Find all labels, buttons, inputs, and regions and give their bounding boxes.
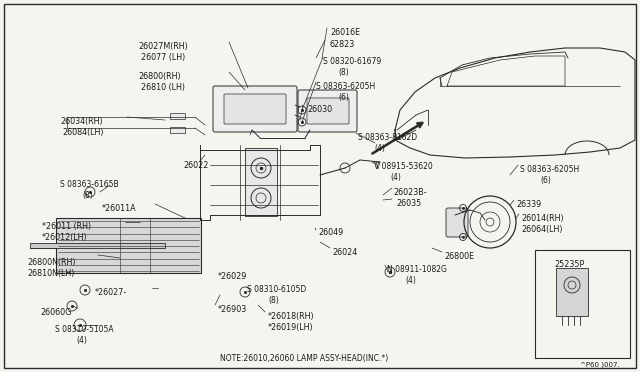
Text: *26018(RH): *26018(RH) [268,312,315,321]
Text: 26014(RH): 26014(RH) [521,214,564,223]
FancyBboxPatch shape [307,98,349,124]
Text: S 08363-6165B: S 08363-6165B [60,180,118,189]
Text: ^P60 )007.: ^P60 )007. [580,362,620,369]
Text: 26030: 26030 [307,105,332,114]
Text: *26903: *26903 [218,305,247,314]
Text: S 08320-61679: S 08320-61679 [323,57,381,66]
Text: (8): (8) [338,68,349,77]
Text: 25235P: 25235P [554,260,584,269]
Text: (4): (4) [76,336,87,345]
Text: *26029: *26029 [218,272,248,281]
Text: S 08363-6205H: S 08363-6205H [520,165,579,174]
Text: 26800N(RH): 26800N(RH) [27,258,76,267]
Text: NOTE:26010,26060 LAMP ASSY-HEAD(INC.*): NOTE:26010,26060 LAMP ASSY-HEAD(INC.*) [220,354,388,363]
Text: 26800E: 26800E [444,252,474,261]
Text: *26011A: *26011A [102,204,136,213]
Text: S 08363-6205H: S 08363-6205H [316,82,375,91]
Text: 26084(LH): 26084(LH) [62,128,104,137]
Text: 26022: 26022 [183,161,209,170]
FancyBboxPatch shape [446,208,468,237]
Text: 26035: 26035 [396,199,421,208]
Text: *26019(LH): *26019(LH) [268,323,314,332]
FancyBboxPatch shape [213,86,297,132]
Text: *26027-: *26027- [95,288,127,297]
FancyBboxPatch shape [298,90,357,132]
Bar [535,250,630,358]
Text: (4): (4) [390,173,401,182]
Text: 26034(RH): 26034(RH) [60,117,102,126]
Text: 26810 (LH): 26810 (LH) [141,83,185,92]
Text: 26023B-: 26023B- [393,188,427,197]
Bar [170,127,185,133]
Text: *26012(LH): *26012(LH) [42,233,88,242]
Text: 26339: 26339 [516,200,541,209]
Text: 26016E: 26016E [330,28,360,37]
Text: 26049: 26049 [318,228,343,237]
Text: (6): (6) [338,93,349,102]
Text: (8): (8) [268,296,279,305]
Text: (4): (4) [374,144,385,153]
Text: 62823: 62823 [330,40,355,49]
Bar [556,268,588,316]
Text: 26027M(RH): 26027M(RH) [138,42,188,51]
Text: N 08911-1082G: N 08911-1082G [387,265,447,274]
Text: 26077 (LH): 26077 (LH) [141,53,185,62]
Bar [56,218,201,273]
Text: (4): (4) [405,276,416,285]
Text: *26011 (RH): *26011 (RH) [42,222,91,231]
Text: S 08310-5105A: S 08310-5105A [55,325,114,334]
Text: 26024: 26024 [332,248,357,257]
Text: S 08310-6105D: S 08310-6105D [247,285,307,294]
Text: (8): (8) [82,191,93,200]
Bar [170,113,185,119]
Text: 26060G: 26060G [40,308,72,317]
Text: (6): (6) [540,176,551,185]
Bar [245,148,277,216]
Bar [30,243,165,248]
Text: 26810N(LH): 26810N(LH) [27,269,74,278]
FancyBboxPatch shape [224,94,286,124]
Text: 26800(RH): 26800(RH) [138,72,180,81]
Text: V 08915-53620: V 08915-53620 [374,162,433,171]
Text: S 08363-8162D: S 08363-8162D [358,133,417,142]
Text: 26064(LH): 26064(LH) [521,225,563,234]
